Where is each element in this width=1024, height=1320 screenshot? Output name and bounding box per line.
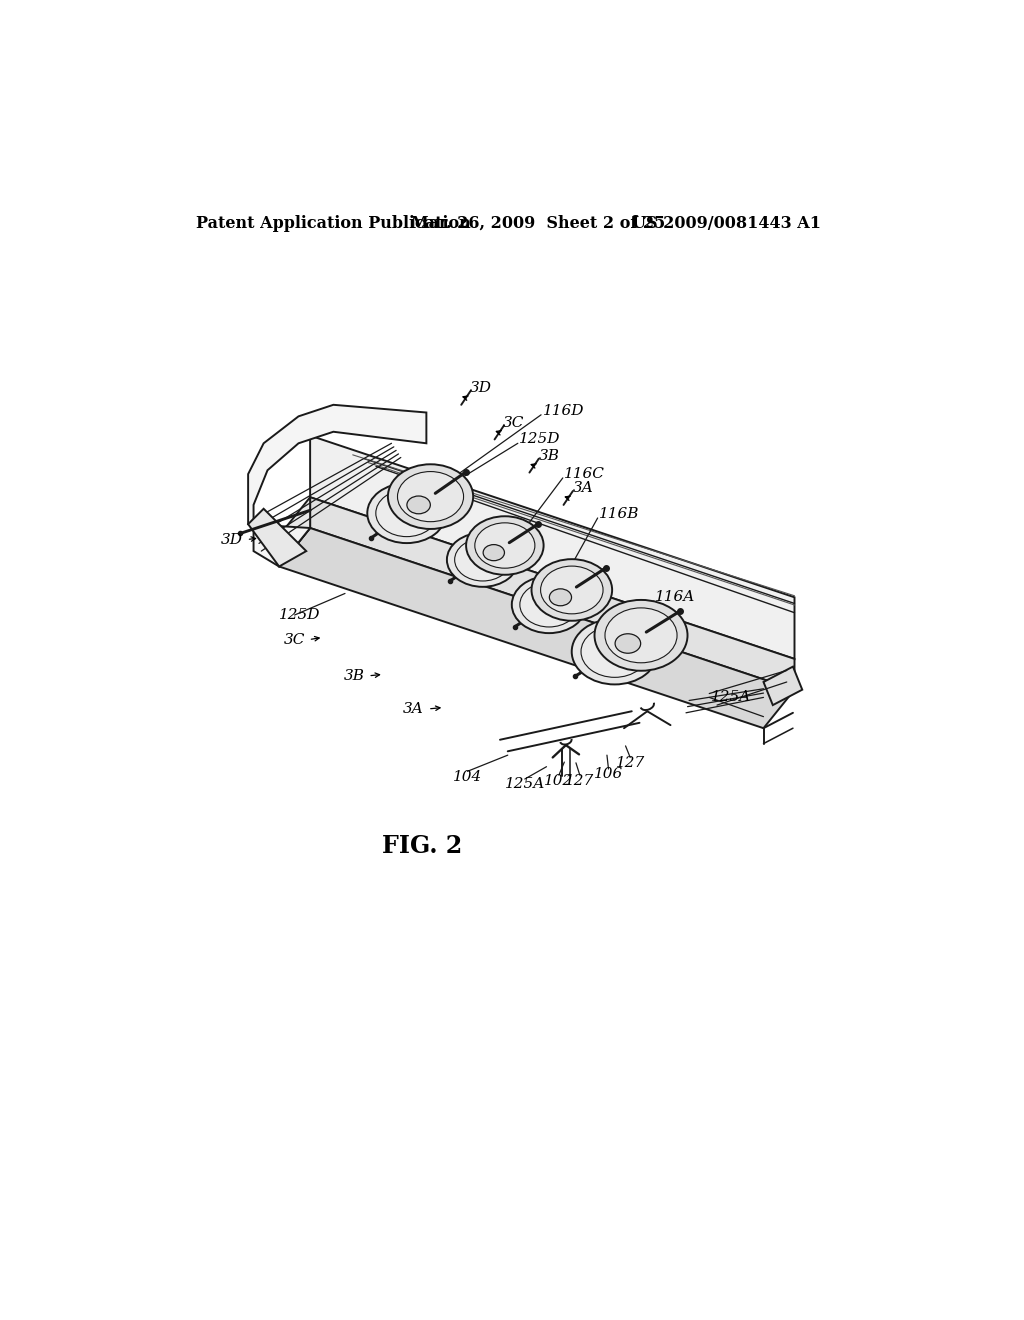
Text: 104: 104 <box>453 770 482 784</box>
Text: 3C: 3C <box>284 632 305 647</box>
Polygon shape <box>310 436 795 659</box>
Ellipse shape <box>531 560 612 620</box>
Text: 116B: 116B <box>599 507 640 521</box>
Ellipse shape <box>368 483 446 543</box>
Text: 127: 127 <box>615 756 645 770</box>
Ellipse shape <box>455 539 511 581</box>
Text: US 2009/0081443 A1: US 2009/0081443 A1 <box>632 215 821 231</box>
Ellipse shape <box>388 465 473 529</box>
Text: Mar. 26, 2009  Sheet 2 of 25: Mar. 26, 2009 Sheet 2 of 25 <box>411 215 666 231</box>
Polygon shape <box>280 528 795 729</box>
Text: 106: 106 <box>594 767 624 781</box>
Ellipse shape <box>581 626 648 677</box>
Text: 127: 127 <box>565 774 595 788</box>
Ellipse shape <box>541 566 603 614</box>
Polygon shape <box>280 498 310 566</box>
Text: 102: 102 <box>545 774 573 788</box>
Text: 3D: 3D <box>470 381 492 395</box>
Text: 116C: 116C <box>564 467 605 480</box>
Ellipse shape <box>549 589 571 606</box>
Text: 3D: 3D <box>221 532 243 546</box>
Ellipse shape <box>466 516 544 574</box>
Ellipse shape <box>376 490 437 537</box>
Ellipse shape <box>571 619 657 685</box>
Text: 3A: 3A <box>403 702 424 715</box>
Ellipse shape <box>397 471 464 521</box>
Text: 125A: 125A <box>711 690 751 705</box>
Text: 3A: 3A <box>572 480 593 495</box>
Text: 125D: 125D <box>519 433 561 446</box>
Text: 3B: 3B <box>539 449 559 462</box>
Ellipse shape <box>512 576 587 634</box>
Text: 3B: 3B <box>343 669 365 682</box>
Ellipse shape <box>483 545 505 561</box>
Polygon shape <box>310 498 795 689</box>
Ellipse shape <box>520 582 579 627</box>
Ellipse shape <box>475 523 535 568</box>
Text: 3C: 3C <box>503 416 524 429</box>
Ellipse shape <box>595 599 687 671</box>
Text: 125A: 125A <box>505 777 545 792</box>
Text: Patent Application Publication: Patent Application Publication <box>197 215 471 231</box>
Text: 125D: 125D <box>280 609 321 622</box>
Text: FIG. 2: FIG. 2 <box>382 834 463 858</box>
Ellipse shape <box>407 496 430 513</box>
Text: 116A: 116A <box>655 590 695 605</box>
Ellipse shape <box>446 533 518 587</box>
Polygon shape <box>248 508 306 566</box>
Polygon shape <box>764 667 802 705</box>
Ellipse shape <box>615 634 641 653</box>
Ellipse shape <box>605 609 677 663</box>
Text: 116D: 116D <box>543 404 584 418</box>
Polygon shape <box>248 405 426 566</box>
